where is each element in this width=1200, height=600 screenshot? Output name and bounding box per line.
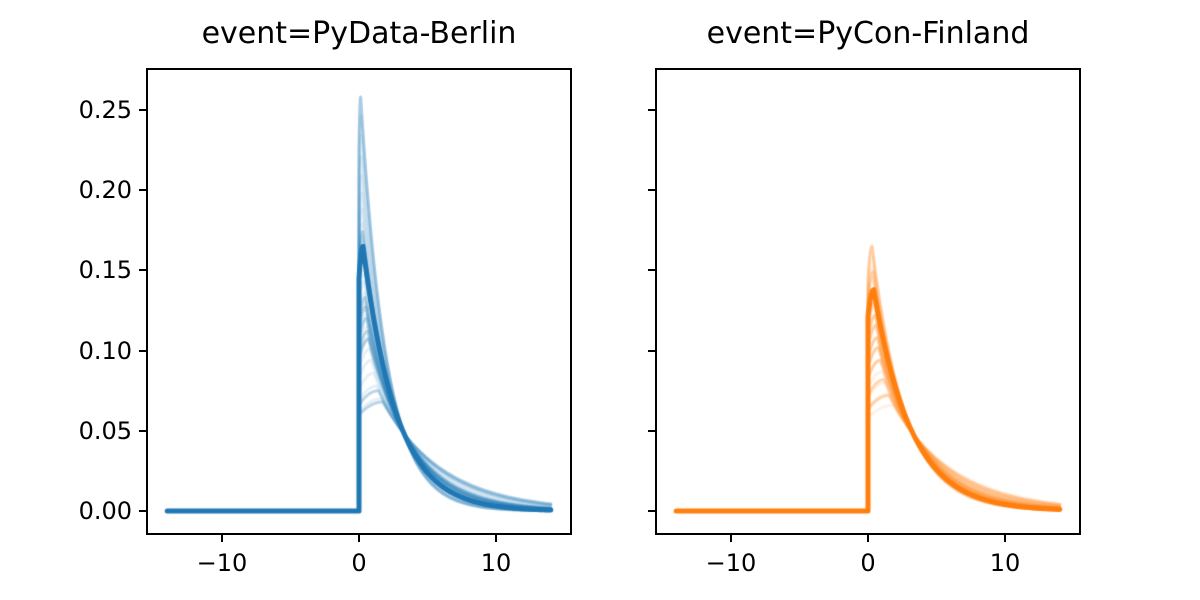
y-axis-tick-label: 0.20 <box>78 176 132 205</box>
x-axis-tick <box>220 535 223 542</box>
plot-area: −10 0 10 <box>648 68 1081 577</box>
x-axis-tick-label: 0 <box>860 549 876 577</box>
x-axis-tick <box>867 535 869 542</box>
y-axis-tick <box>648 510 655 513</box>
y-axis-tick-label: 0.10 <box>78 336 132 365</box>
y-axis-tick <box>139 349 146 352</box>
x-axis-tick <box>358 535 360 542</box>
density-curves-canvas <box>657 70 1079 533</box>
y-axis-tick-label: 0.25 <box>78 95 132 124</box>
x-axis-tick <box>495 535 497 542</box>
y-axis-tick-label: 0.00 <box>78 497 132 526</box>
y-axis-tick <box>139 189 146 192</box>
x-axis-tick-label: −10 <box>196 549 248 577</box>
y-axis-tick <box>648 108 655 111</box>
y-axis-tick-label: 0.05 <box>78 416 132 445</box>
y-axis-tick <box>139 429 146 432</box>
y-axis-tick <box>648 269 655 272</box>
x-axis-tick-label: −10 <box>705 549 757 577</box>
plot-area: 0.00 0.05 0.10 0.15 0.20 0.25 −10 0 10 <box>79 68 572 577</box>
y-axis-tick <box>139 269 146 272</box>
x-axis-tick <box>729 535 732 542</box>
x-axis-tick-label: 0 <box>351 549 367 577</box>
y-axis-tick <box>648 429 655 432</box>
density-curves-canvas <box>148 70 570 533</box>
y-axis-tick <box>648 189 655 192</box>
subplot-title: event=PyData-Berlin <box>201 16 517 51</box>
x-axis-tick-label: 10 <box>989 549 1021 577</box>
x-axis-tick <box>1004 535 1006 542</box>
y-axis-tick-label: 0.15 <box>78 256 132 285</box>
subplot-title: event=PyCon-Finland <box>706 16 1030 51</box>
y-axis-tick <box>648 349 655 352</box>
x-axis-tick-label: 10 <box>480 549 512 577</box>
y-axis-tick <box>139 108 146 111</box>
y-axis-tick <box>139 510 146 513</box>
